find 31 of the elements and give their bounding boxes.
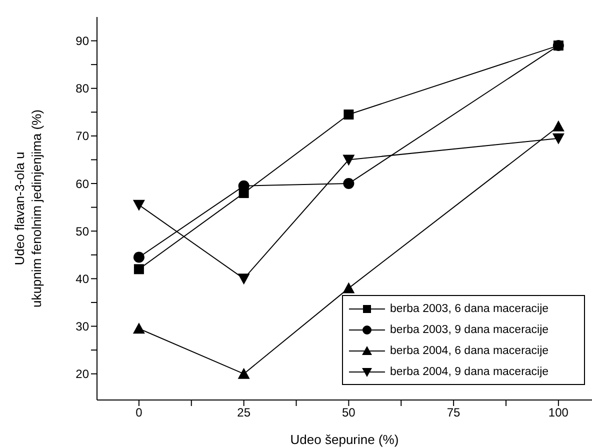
point bbox=[238, 368, 250, 379]
x-tick-label: 50 bbox=[342, 406, 356, 420]
point bbox=[552, 133, 564, 144]
point bbox=[342, 154, 355, 166]
y-tick-label: 20 bbox=[76, 367, 90, 382]
legend-label: berba 2003, 6 dana maceracije bbox=[390, 302, 549, 314]
y-axis-title: Udeo flavan-3-ola u ukupnim fenolnim jedinjenjima (%) bbox=[12, 110, 44, 308]
point bbox=[552, 120, 564, 132]
legend-label: berba 2004, 9 dana maceracije bbox=[390, 366, 549, 378]
point bbox=[238, 274, 250, 285]
point bbox=[134, 264, 144, 274]
point bbox=[343, 178, 354, 190]
point bbox=[132, 322, 145, 334]
point bbox=[342, 282, 355, 294]
point bbox=[133, 252, 144, 263]
legend-label: berba 2004, 6 dana maceracije bbox=[390, 344, 549, 356]
point bbox=[132, 200, 145, 211]
y-tick-label: 70 bbox=[76, 129, 90, 144]
y-tick-label: 90 bbox=[76, 34, 90, 48]
point bbox=[344, 110, 354, 120]
y-tick-label: 30 bbox=[76, 320, 90, 334]
y-tick-label: 60 bbox=[76, 176, 90, 191]
x-tick-label: 75 bbox=[446, 406, 461, 420]
x-tick-label: 100 bbox=[548, 406, 569, 420]
x-tick-label: 25 bbox=[237, 406, 251, 420]
y-tick-label: 40 bbox=[76, 272, 90, 286]
legend-label: berba 2003, 9 dana maceracije bbox=[390, 324, 549, 336]
y-tick-label: 50 bbox=[76, 224, 90, 238]
x-axis-title: Udeo šepurine (%) bbox=[290, 432, 399, 447]
x-tick-label: 0 bbox=[136, 406, 143, 420]
y-tick-label: 80 bbox=[76, 82, 90, 96]
